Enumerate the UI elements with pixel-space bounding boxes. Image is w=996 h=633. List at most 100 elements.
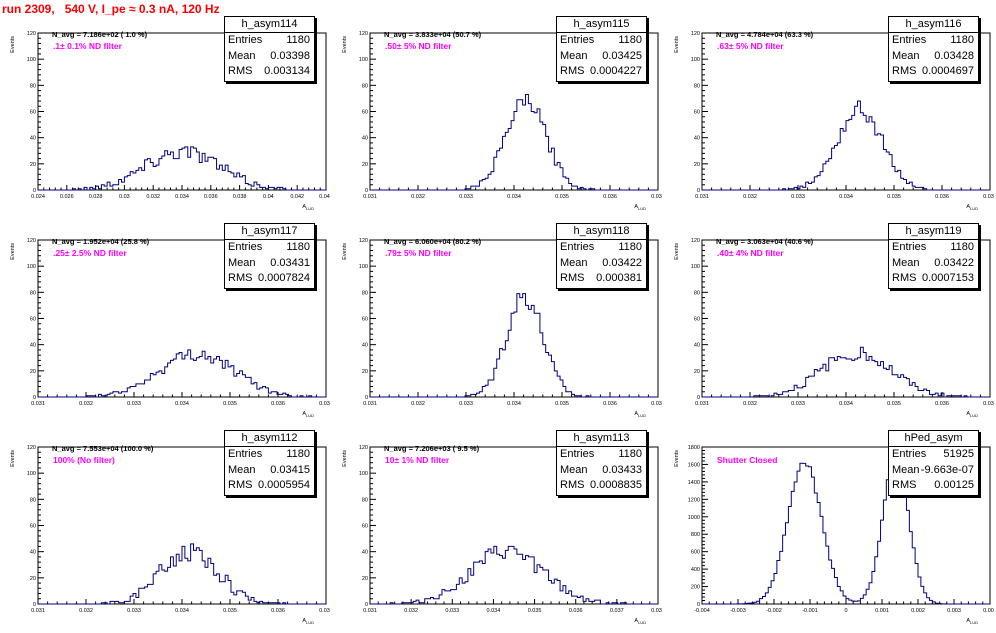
histogram-line xyxy=(702,458,990,605)
stats-box: h_asym112 Entries 1180 Mean 0.03415 RMS 0.0005… xyxy=(224,430,315,496)
histogram-panel-h_asym116: 0.031 0.032 0.033 0.034 0.035 0.036 0.037 0 20 40… xyxy=(664,14,994,219)
x-tick-label: 0.033 xyxy=(791,401,805,407)
histogram-line xyxy=(370,93,658,191)
stats-value-rms: 0.0005954 xyxy=(258,479,310,491)
y-tick-label: 100 xyxy=(27,57,36,63)
x-tick-label: -0.002 xyxy=(766,608,782,614)
x-tick-label: 0.04 xyxy=(263,194,274,200)
stats-value-rms: 0.00125 xyxy=(934,479,974,491)
stats-label-rms: RMS xyxy=(892,65,917,77)
x-tick-label: 0.037 xyxy=(319,401,330,407)
histogram-panel-hPed_asym: -0.004 -0.003 -0.002 -0.001 0 0.001 0.002 0.003… xyxy=(664,428,994,633)
x-tick-label: 0.003 xyxy=(947,608,961,614)
stats-value-entries: 51925 xyxy=(943,448,974,460)
y-tick-label: 20 xyxy=(694,162,700,168)
x-tick-label: 0.031 xyxy=(31,608,45,614)
stats-label-mean: Mean xyxy=(560,256,588,269)
histogram-panel-h_asym114: 0.024 0.026 0.028 0.03 0.032 0.034 0.036 0.038 0… xyxy=(0,14,330,219)
y-tick-label: 40 xyxy=(30,343,36,349)
x-axis-label: ALUD xyxy=(302,204,314,211)
filter-label: .25± 2.5% ND filter xyxy=(53,248,127,258)
y-tick-label: 20 xyxy=(30,576,36,582)
stats-box: h_asym115 Entries 1180 Mean 0.03425 RMS 0.0004… xyxy=(556,16,647,82)
histogram-name: h_asym112 xyxy=(225,431,314,447)
stats-value-rms: 0.0004697 xyxy=(922,65,974,77)
x-tick-label: 0.002 xyxy=(911,608,925,614)
x-tick-label: 0.034 xyxy=(507,194,521,200)
histogram-line xyxy=(38,349,326,398)
histogram-plot: 0.031 0.032 0.033 0.034 0.035 0.036 0.037 0 20 40… xyxy=(10,444,330,625)
stats-value-mean: 0.03415 xyxy=(270,463,310,476)
y-tick-label: 20 xyxy=(362,576,368,582)
y-tick-label: 80 xyxy=(694,290,700,296)
y-tick-label: 800 xyxy=(691,532,700,538)
x-tick-label: 0.032 xyxy=(79,608,93,614)
histogram-line xyxy=(38,146,326,191)
stats-label-mean: Mean xyxy=(892,256,920,269)
x-tick-label: 0.031 xyxy=(363,608,377,614)
y-tick-label: 80 xyxy=(30,497,36,503)
histogram-panel-h_asym113: 0.031 0.032 0.033 0.034 0.035 0.036 0.037 0.038… xyxy=(332,428,662,633)
stats-value-rms: 0.000381 xyxy=(596,272,642,284)
stats-row-entries: Entries 1180 xyxy=(889,33,978,49)
y-tick-label: 60 xyxy=(362,524,368,530)
stats-row-rms: RMS 0.0007824 xyxy=(225,271,314,287)
x-tick-label: 0.036 xyxy=(569,608,583,614)
y-tick-label: 120 xyxy=(691,31,700,37)
x-tick-label: 0.036 xyxy=(935,401,949,407)
stats-row-entries: Entries 51925 xyxy=(889,447,978,463)
x-tick-label: 0.036 xyxy=(935,194,949,200)
x-tick-label: 0.037 xyxy=(319,608,330,614)
y-tick-label: 40 xyxy=(694,343,700,349)
x-tick-label: 0.034 xyxy=(487,608,501,614)
y-tick-label: 100 xyxy=(359,264,368,270)
y-tick-label: 0 xyxy=(697,188,700,194)
y-tick-label: 80 xyxy=(30,290,36,296)
stats-label-mean: Mean xyxy=(560,49,588,62)
y-tick-label: 0 xyxy=(697,602,700,608)
y-tick-label: 40 xyxy=(362,550,368,556)
y-tick-label: 120 xyxy=(359,445,368,451)
x-tick-label: 0.034 xyxy=(839,401,853,407)
x-tick-label: 0.036 xyxy=(603,194,617,200)
x-tick-label: 0.031 xyxy=(363,194,377,200)
y-tick-label: 100 xyxy=(27,264,36,270)
n-avg-label: N_avg = 3.063e+04 (40.6 %) xyxy=(716,237,814,246)
x-tick-label: 0.038 xyxy=(233,194,247,200)
y-tick-label: 80 xyxy=(30,83,36,89)
stats-row-entries: Entries 1180 xyxy=(557,447,646,463)
x-tick-label: 0.034 xyxy=(839,194,853,200)
x-axis-label: ALUD xyxy=(634,204,646,211)
x-tick-label: 0.034 xyxy=(507,401,521,407)
x-tick-label: 0.037 xyxy=(610,608,624,614)
y-tick-label: 120 xyxy=(27,31,36,37)
x-tick-label: 0.032 xyxy=(79,401,93,407)
stats-row-mean: Mean 0.03422 xyxy=(557,256,646,272)
stats-box: h_asym113 Entries 1180 Mean 0.03433 RMS 0.0008… xyxy=(556,430,647,496)
stats-label-rms: RMS xyxy=(560,65,585,77)
stats-row-mean: Mean 0.03433 xyxy=(557,463,646,479)
stats-row-mean: Mean 0.03415 xyxy=(225,463,314,479)
y-tick-label: 600 xyxy=(691,550,700,556)
stats-row-rms: RMS 0.00125 xyxy=(889,478,978,494)
x-tick-label: 0.024 xyxy=(31,194,45,200)
filter-label: 10± 1% ND filter xyxy=(385,455,450,465)
stats-value-entries: 1180 xyxy=(950,34,974,46)
stats-value-mean: -9.663e-07 xyxy=(920,463,974,476)
y-tick-label: 40 xyxy=(362,343,368,349)
x-tick-label: 0.03 xyxy=(119,194,130,200)
x-tick-label: 0.037 xyxy=(651,194,662,200)
y-tick-label: 120 xyxy=(359,238,368,244)
stats-label-entries: Entries xyxy=(892,448,927,460)
n-avg-label: N_avg = 7.553e+04 (100.0 %) xyxy=(52,444,154,453)
x-tick-label: 0.033 xyxy=(459,401,473,407)
x-tick-label: 0.035 xyxy=(887,194,901,200)
x-axis-label: ALUD xyxy=(966,411,978,418)
y-tick-label: 20 xyxy=(30,369,36,375)
x-tick-label: 0.035 xyxy=(555,401,569,407)
histogram-line xyxy=(38,543,326,605)
y-tick-label: 0 xyxy=(33,395,36,401)
y-axis-label: Events xyxy=(342,36,348,53)
y-tick-label: 120 xyxy=(27,238,36,244)
stats-label-mean: Mean xyxy=(228,49,256,62)
